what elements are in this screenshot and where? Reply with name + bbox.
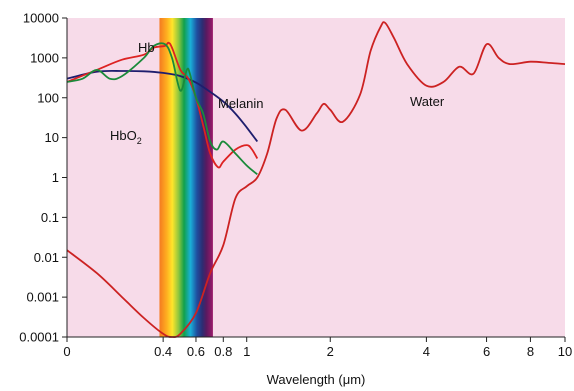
- series-label-subscript: 2: [137, 136, 142, 146]
- series-line-hbo2: [66, 42, 258, 176]
- series-line-hb: [66, 41, 259, 169]
- x-tick-label: 0.6: [187, 344, 205, 359]
- x-tick-label: 1: [243, 344, 250, 359]
- y-tick-label: 10000: [23, 11, 59, 26]
- y-tick-label: 10: [45, 130, 59, 145]
- series-label-hbo2: HbO2: [110, 128, 142, 146]
- y-tick-label: 100: [37, 90, 59, 105]
- series-label-melanin: Melanin: [218, 96, 264, 111]
- series-labels: Water Melanin Hb HbO2: [110, 40, 445, 146]
- y-tick-label: 1: [52, 170, 59, 185]
- x-tick-label: 2: [327, 344, 334, 359]
- y-tick-label: 0.001: [26, 290, 59, 305]
- x-axis-label: Wavelength (μm): [267, 372, 366, 387]
- y-tick-label: 0.0001: [19, 330, 59, 345]
- series-label-hb: Hb: [138, 40, 155, 55]
- x-tick-label: 10: [558, 344, 572, 359]
- axes: 10000 1000 100 10 1 0.1 0.01 0.001 0.0001 0 0.4 0.6…: [19, 11, 572, 360]
- x-tick-label: 0: [63, 344, 70, 359]
- y-tick-label: 1000: [30, 50, 59, 65]
- y-tick-label: 0.01: [34, 250, 59, 265]
- plot-background: [67, 18, 565, 337]
- series-layer: [66, 21, 566, 338]
- x-tick-label: 8: [527, 344, 534, 359]
- x-tick-label: 6: [483, 344, 490, 359]
- x-tick-label: 0.4: [154, 344, 172, 359]
- y-tick-label: 0.1: [41, 210, 59, 225]
- x-tick-label: 4: [423, 344, 430, 359]
- series-line-water: [66, 21, 566, 338]
- series-label-water: Water: [410, 94, 445, 109]
- x-tick-label: 0.8: [214, 344, 232, 359]
